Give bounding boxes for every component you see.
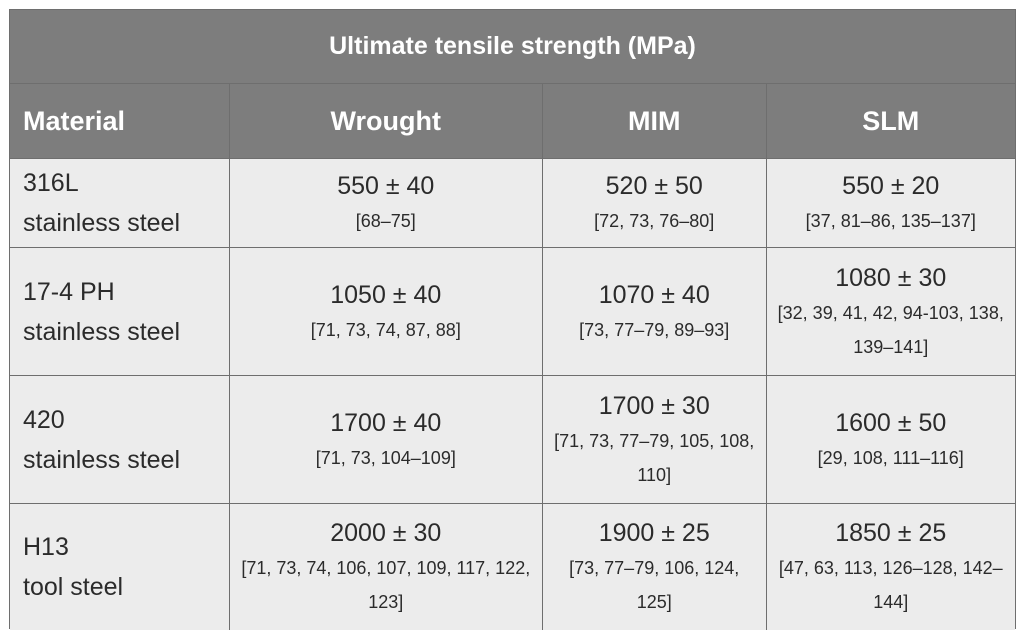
slm-cell: 1080 ± 30 [32, 39, 41, 42, 94-103, 138, …: [767, 248, 1016, 375]
tensile-strength-table: Ultimate tensile strength (MPa) Material…: [9, 9, 1016, 630]
references: [71, 73, 104–109]: [315, 447, 456, 468]
material-type: tool steel: [23, 573, 124, 601]
wrought-cell: 550 ± 40 [68–75]: [230, 159, 543, 247]
wrought-cell: 1050 ± 40 [71, 73, 74, 87, 88]: [230, 248, 543, 375]
table-row: H13 tool steel 2000 ± 30 [71, 73, 74, 10…: [10, 504, 1015, 630]
references: [47, 63, 113, 126–128, 142–144]: [778, 558, 1003, 612]
references: [73, 77–79, 106, 124, 125]: [569, 558, 740, 612]
table-title: Ultimate tensile strength (MPa): [10, 10, 1015, 84]
mim-cell: 520 ± 50 [72, 73, 76–80]: [543, 159, 767, 247]
strength-value: 550 ± 20: [842, 172, 940, 200]
header-row: Material Wrought MIM SLM: [10, 84, 1015, 159]
wrought-cell: 1700 ± 40 [71, 73, 104–109]: [230, 376, 543, 503]
material-cell: 17-4 PH stainless steel: [10, 248, 230, 375]
table-row: 316L stainless steel 550 ± 40 [68–75] 52…: [10, 159, 1015, 248]
material-name: 420: [23, 405, 65, 434]
header-wrought: Wrought: [230, 84, 543, 158]
mim-cell: 1070 ± 40 [73, 77–79, 89–93]: [543, 248, 767, 375]
references: [71, 73, 74, 106, 107, 109, 117, 122, 12…: [241, 558, 531, 612]
references: [68–75]: [355, 211, 416, 231]
mim-cell: 1700 ± 30 [71, 73, 77–79, 105, 108, 110]: [543, 376, 767, 503]
strength-value: 1850 ± 25: [835, 519, 947, 547]
header-slm: SLM: [862, 105, 920, 136]
material-cell: 420 stainless steel: [10, 376, 230, 503]
slm-cell: 1600 ± 50 [29, 108, 111–116]: [767, 376, 1016, 503]
material-cell: H13 tool steel: [10, 504, 230, 630]
strength-value: 1700 ± 40: [330, 408, 442, 437]
slm-cell: 1850 ± 25 [47, 63, 113, 126–128, 142–144…: [767, 504, 1016, 630]
wrought-cell: 2000 ± 30 [71, 73, 74, 106, 107, 109, 11…: [230, 504, 543, 630]
strength-value: 1050 ± 40: [330, 280, 442, 309]
mim-cell: 1900 ± 25 [73, 77–79, 106, 124, 125]: [543, 504, 767, 630]
table-row: 420 stainless steel 1700 ± 40 [71, 73, 1…: [10, 376, 1015, 504]
strength-value: 1900 ± 25: [598, 519, 710, 547]
strength-value: 520 ± 50: [605, 172, 703, 200]
references: [32, 39, 41, 42, 94-103, 138, 139–141]: [777, 302, 1004, 357]
header-mim: MIM: [543, 84, 767, 158]
strength-value: 1700 ± 30: [598, 391, 710, 420]
references: [71, 73, 74, 87, 88]: [310, 319, 461, 340]
slm-cell: 550 ± 20 [37, 81–86, 135–137]: [767, 159, 1016, 247]
references: [73, 77–79, 89–93]: [579, 319, 730, 340]
material-type: stainless steel: [23, 445, 181, 474]
references: [72, 73, 76–80]: [594, 211, 715, 231]
references: [29, 108, 111–116]: [817, 447, 964, 468]
strength-value: 1070 ± 40: [598, 280, 710, 309]
strength-value: 1080 ± 30: [835, 263, 947, 292]
material-type: stainless steel: [23, 317, 181, 346]
material-type: stainless steel: [23, 209, 181, 237]
table-row: 17-4 PH stainless steel 1050 ± 40 [71, 7…: [10, 248, 1015, 376]
material-name: 17-4 PH: [23, 277, 115, 306]
strength-value: 2000 ± 30: [330, 519, 442, 547]
references: [71, 73, 77–79, 105, 108, 110]: [554, 430, 755, 485]
references: [37, 81–86, 135–137]: [805, 211, 976, 231]
strength-value: 1600 ± 50: [835, 408, 947, 437]
material-cell: 316L stainless steel: [10, 159, 230, 247]
material-name: 316L: [23, 169, 79, 197]
strength-value: 550 ± 40: [337, 172, 435, 200]
material-name: H13: [23, 533, 69, 561]
header-material: Material: [10, 84, 230, 158]
